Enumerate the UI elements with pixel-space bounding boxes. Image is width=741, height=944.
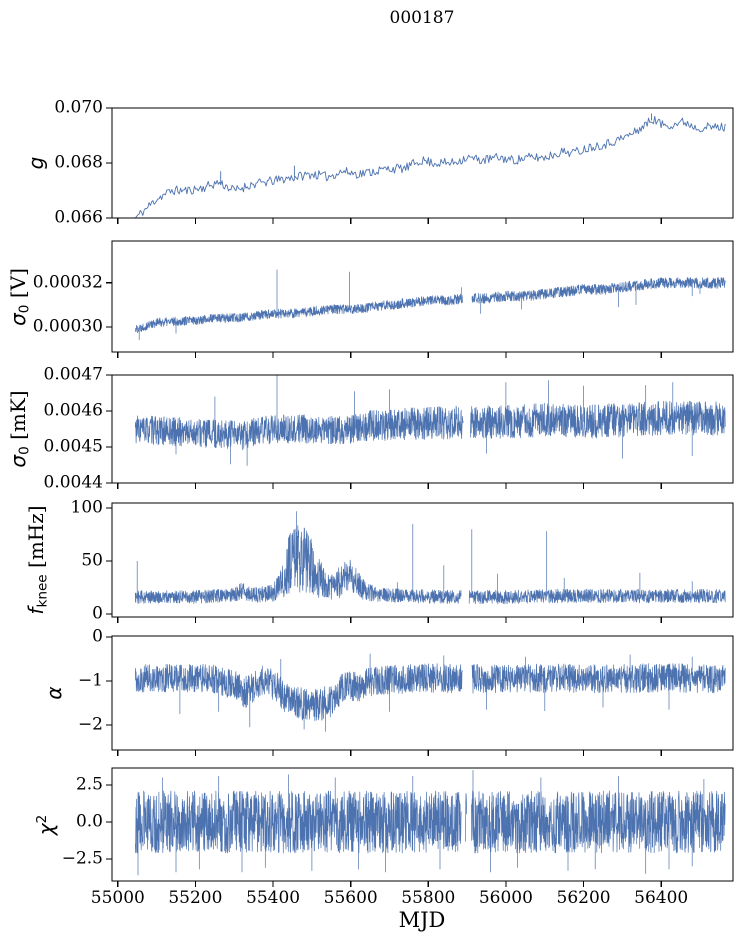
figure-title: 000187 xyxy=(389,8,455,28)
y-tick-label: 0.066 xyxy=(54,207,103,228)
y-tick-label: 100 xyxy=(70,497,103,518)
y-tick-label: 0.0046 xyxy=(43,400,103,421)
y-tick-label: 0 xyxy=(92,626,103,647)
y-axis-label-chi2: χ2 xyxy=(33,814,59,835)
x-tick-label: 55800 xyxy=(401,888,456,908)
y-tick-label: 0.00032 xyxy=(32,272,103,293)
y-axis-label-g: g xyxy=(24,156,48,170)
y-tick-label: 0.0047 xyxy=(43,364,103,385)
y-tick-label: 0.0 xyxy=(75,811,103,832)
y-tick-label: 0.070 xyxy=(54,97,103,118)
y-tick-label: 2.5 xyxy=(75,774,103,795)
x-tick-label: 56000 xyxy=(478,888,533,908)
x-tick-label: 56400 xyxy=(634,888,689,908)
x-tick-label: 56200 xyxy=(556,888,611,908)
y-axis-label-fknee: fknee [mHz] xyxy=(23,505,51,615)
x-tick-label: 55400 xyxy=(246,888,301,908)
y-tick-label: −1 xyxy=(77,670,103,691)
x-axis-label: MJD xyxy=(398,908,446,932)
y-tick-label: 0.0044 xyxy=(43,472,103,493)
y-tick-label: 0.00030 xyxy=(32,316,103,337)
x-tick-label: 55000 xyxy=(90,888,145,908)
y-tick-label: 0.0045 xyxy=(43,436,103,457)
y-axis-label-sigma0-V: σ0 [V] xyxy=(5,267,33,326)
y-tick-label: −2.5 xyxy=(61,848,103,869)
y-axis-label-alpha: α xyxy=(42,686,66,700)
x-tick-label: 55600 xyxy=(323,888,378,908)
y-axis-label-sigma0-mK: σ0 [mK] xyxy=(5,390,33,468)
y-tick-label: 0.068 xyxy=(54,152,103,173)
y-tick-label: −2 xyxy=(77,714,103,735)
y-tick-label: 0 xyxy=(92,603,103,624)
y-tick-label: 50 xyxy=(81,550,103,571)
x-tick-label: 55200 xyxy=(168,888,223,908)
